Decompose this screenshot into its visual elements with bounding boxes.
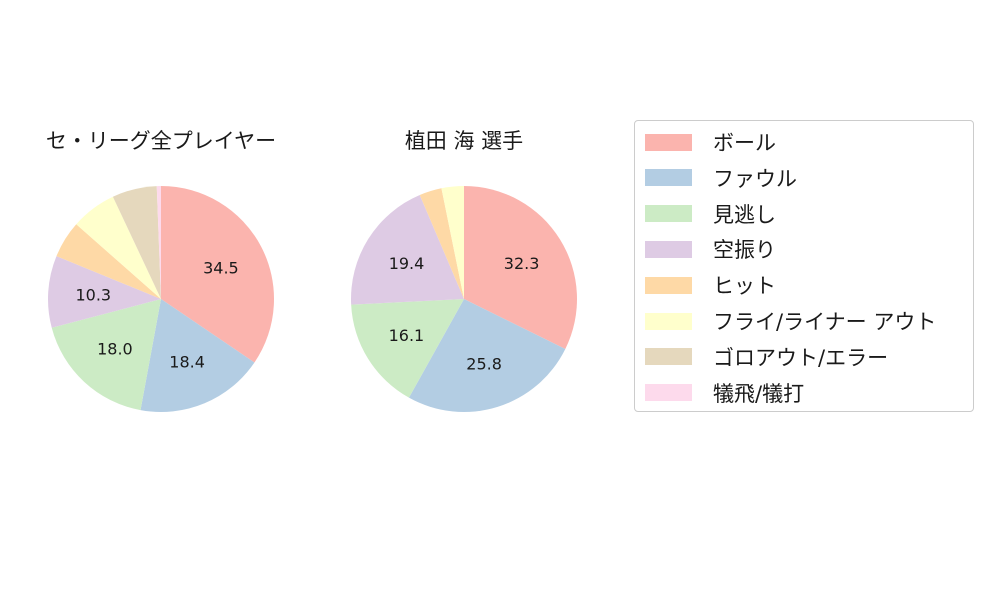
pie-slice-league-7 (156, 186, 161, 299)
legend-swatch (645, 133, 692, 151)
legend-label: 見逃し (713, 202, 776, 227)
legend-label: 空振り (713, 238, 776, 263)
pie-slice-league-6 (112, 186, 161, 299)
pie-slice-player-1 (408, 299, 566, 413)
legend-item: ボール (645, 127, 776, 157)
legend-item: フライ/ライナー アウト (645, 306, 936, 336)
pie-slice-player-0 (464, 186, 577, 350)
legend-swatch (645, 169, 692, 187)
pie-title-player: 植田 海 選手 (405, 129, 523, 153)
pie-slice-league-1 (140, 299, 255, 413)
pie-label-player-2: 16.1 (389, 326, 425, 345)
legend-swatch (645, 205, 692, 223)
pie-chart-player: 32.3 25.8 16.1 19.4 植田 海 選手 (350, 129, 577, 413)
legend-item: 見逃し (645, 199, 776, 229)
legend-label: 犠飛/犠打 (713, 381, 805, 406)
pie-slice-league-0 (161, 186, 275, 363)
legend-label: フライ/ライナー アウト (713, 310, 937, 334)
pie-slice-league-3 (48, 256, 161, 328)
legend-swatch (645, 276, 692, 294)
legend-label: ゴロアウト/エラー (713, 345, 889, 370)
legend: ボールファウル見逃し空振りヒットフライ/ライナー アウト ゴロアウト/エラー 犠飛/… (634, 120, 974, 412)
pie-slice-league-4 (56, 224, 161, 299)
legend-swatch (645, 312, 692, 330)
pie-slice-player-4 (419, 188, 464, 299)
legend-swatch (645, 348, 692, 366)
legend-item: ヒット (645, 270, 776, 300)
legend-label: ボール (713, 131, 776, 155)
legend-swatch (645, 384, 692, 402)
legend-label: ヒット (713, 274, 776, 299)
legend-item: 空振り (645, 234, 776, 264)
legend-swatch (645, 240, 692, 258)
pie-label-player-3: 19.4 (389, 254, 425, 273)
legend-item: 犠飛/犠打 (645, 378, 804, 408)
pie-slice-league-2 (51, 299, 162, 411)
legend-item: ファウル (645, 163, 797, 193)
pie-slice-league-5 (76, 196, 161, 299)
pie-chart-league: 34.5 18.4 18.0 10.3 セ・リーグ全プレイヤー (46, 129, 276, 413)
pie-label-player-1: 25.8 (466, 355, 502, 374)
pie-label-player-0: 32.3 (504, 254, 540, 273)
pie-label-league-3: 10.3 (75, 286, 111, 305)
pie-label-league-2: 18.0 (97, 340, 133, 359)
pie-slice-player-5 (441, 186, 464, 299)
pie-label-league-0: 34.5 (203, 258, 239, 277)
legend-label: ファウル (713, 166, 797, 191)
pie-slice-player-3 (350, 195, 464, 305)
legend-item: ゴロアウト/エラー (645, 342, 888, 372)
pie-slice-player-2 (351, 299, 464, 398)
pie-title-league: セ・リーグ全プレイヤー (46, 129, 276, 153)
pie-label-league-1: 18.4 (169, 353, 205, 372)
